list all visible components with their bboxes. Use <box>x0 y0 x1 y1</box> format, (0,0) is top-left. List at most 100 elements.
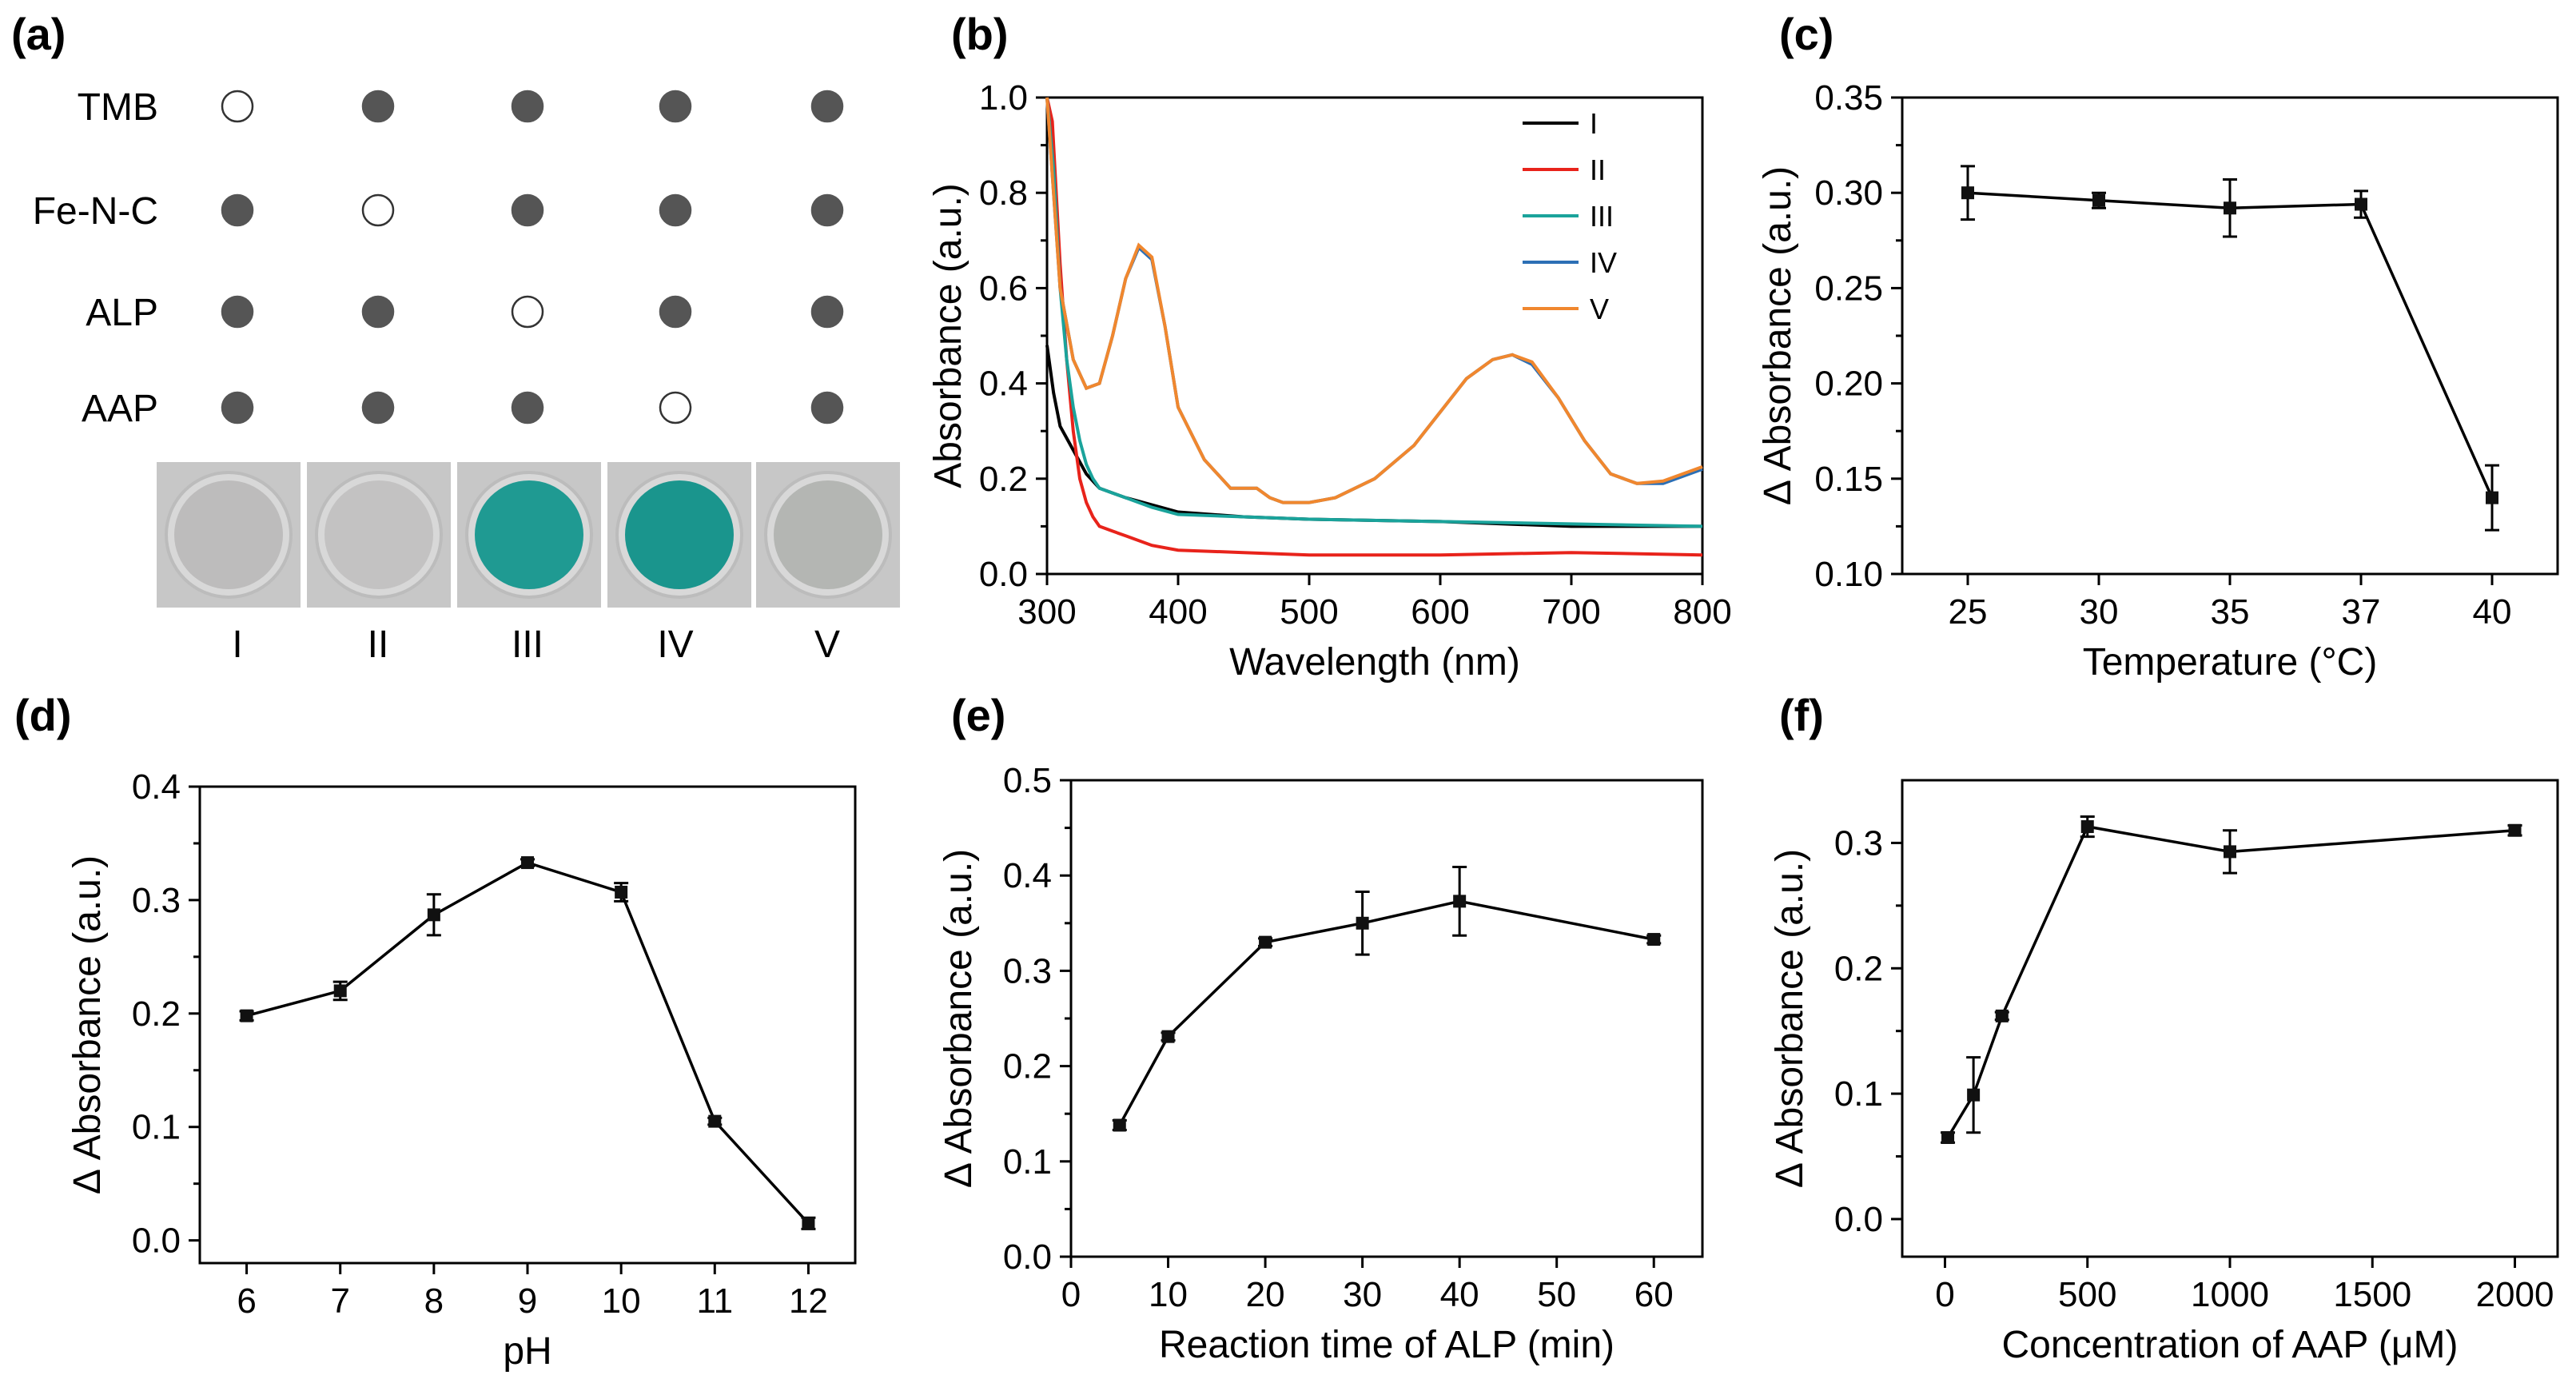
y-tick-label: 0.4 <box>1003 856 1052 895</box>
chart-c-temperature: 25 30 35 37 40 0.10 0.15 0.20 0.25 0.30 0.35 Temper… <box>1757 78 2559 684</box>
row-label-alp: ALP <box>86 292 158 334</box>
y-tick-label: 0.4 <box>979 365 1028 404</box>
reagent-dot-filled <box>221 295 254 329</box>
data-point <box>240 1009 253 1022</box>
panel-e-label: (e) <box>951 690 1005 740</box>
column-label-i: I <box>232 624 242 666</box>
reagent-dot-empty <box>659 391 692 424</box>
panel-f-label: (f) <box>1779 690 1824 740</box>
y-tick-label: 0.15 <box>1814 460 1883 499</box>
data-point <box>1356 916 1369 930</box>
x-tick-label: 37 <box>2342 592 2381 632</box>
x-tick-label: 600 <box>1411 592 1469 632</box>
x-tick-label: 35 <box>2211 592 2250 632</box>
row-label-fe-n-c: Fe-N-C <box>33 190 158 233</box>
x-tick-label: 400 <box>1149 592 1207 632</box>
y-tick-label: 0.3 <box>1003 951 1052 990</box>
y-tick-label: 0.5 <box>1003 761 1052 800</box>
x-tick-label: 10 <box>602 1281 641 1321</box>
x-tick-label: 800 <box>1673 592 1731 632</box>
y-tick-label: 0.2 <box>132 994 181 1034</box>
y-tick-label: 0.0 <box>1834 1200 1883 1239</box>
data-point <box>615 885 628 899</box>
y-tick-label: 0.0 <box>1003 1238 1052 1277</box>
x-tick-label: 2000 <box>2476 1275 2554 1314</box>
x-axis-title: Reaction time of ALP (min) <box>1159 1324 1614 1366</box>
row-label-aap: AAP <box>82 388 158 430</box>
data-point <box>2508 823 2522 837</box>
well-photos <box>157 462 900 608</box>
data-point <box>2224 845 2236 859</box>
x-axis-title: Concentration of AAP (μM) <box>2001 1324 2458 1366</box>
spectrum-line-i <box>1045 345 1702 528</box>
x-tick-label: 12 <box>789 1281 828 1321</box>
data-point <box>2355 197 2367 211</box>
y-tick-label: 0.35 <box>1814 78 1883 118</box>
x-tick-label: 30 <box>2080 592 2119 632</box>
reagent-dot-empty <box>511 295 544 329</box>
reagent-dot-filled <box>511 391 544 424</box>
reagent-dot-filled <box>810 90 844 123</box>
panel-b-label: (b) <box>951 9 1009 59</box>
chart-b-absorbance-spectra: 300 400 500 600 700 800 0.0 0.2 0.4 0.6 0.8 1.0 Wave… <box>927 78 1732 684</box>
data-point <box>802 1217 815 1230</box>
data-point <box>708 1114 722 1128</box>
data-point <box>1161 1030 1175 1043</box>
y-tick-label: 0.0 <box>132 1222 181 1261</box>
legend-label-i: I <box>1590 107 1598 140</box>
data-point <box>1941 1131 1955 1144</box>
chart-f-aap-concentration: 0 500 1000 1500 2000 0.0 0.1 0.2 0.3 Concentratio… <box>1769 779 2559 1366</box>
x-tick-label: 1500 <box>2333 1275 2411 1314</box>
y-tick-label: 0.6 <box>979 269 1028 308</box>
y-tick-label: 0.1 <box>1834 1074 1883 1114</box>
data-point <box>427 908 440 922</box>
data-point <box>2486 491 2498 504</box>
x-tick-label: 10 <box>1149 1275 1188 1314</box>
x-tick-label: 7 <box>330 1281 349 1321</box>
spectrum-line-iii <box>1045 97 1703 528</box>
legend-label-v: V <box>1590 293 1609 325</box>
y-tick-label: 0.1 <box>132 1108 181 1147</box>
y-tick-label: 0.20 <box>1814 365 1883 404</box>
well-i <box>157 462 301 608</box>
data-point <box>333 984 347 998</box>
well-solution <box>475 480 583 589</box>
y-axis-title: Δ Absorbance (a.u.) <box>66 855 109 1194</box>
y-tick-label: 0.0 <box>979 555 1028 594</box>
y-tick-label: 0.2 <box>979 460 1028 499</box>
legend-label-iv: IV <box>1590 246 1617 279</box>
y-tick-label: 0.3 <box>132 881 181 920</box>
x-tick-label: 8 <box>424 1281 444 1321</box>
well-solution <box>625 480 734 589</box>
x-tick-label: 0 <box>1935 1275 1954 1314</box>
x-tick-label: 1000 <box>2191 1275 2269 1314</box>
x-tick-label: 60 <box>1634 1275 1674 1314</box>
x-axis-title: Temperature (°C) <box>2083 641 2378 684</box>
data-line <box>1967 191 2494 499</box>
data-point <box>521 856 534 870</box>
data-point <box>2224 201 2236 215</box>
y-tick-label: 0.2 <box>1834 949 1883 988</box>
x-axis-title: pH <box>503 1330 551 1373</box>
reagent-dot-filled <box>361 90 395 123</box>
data-line <box>246 861 810 1225</box>
well-iii <box>457 462 601 608</box>
reagent-dot-empty <box>221 90 254 123</box>
well-solution <box>324 480 433 589</box>
x-tick-label: 40 <box>2473 592 2512 632</box>
data-point <box>1961 186 1974 200</box>
panel-d-label: (d) <box>14 690 72 740</box>
panel-c-label: (c) <box>1779 9 1833 59</box>
chart-e-reaction-time: 0 10 20 30 40 50 60 0.0 0.1 0.2 0.3 0.4 0.5 Reaction … <box>938 761 1704 1366</box>
data-point <box>1967 1088 1981 1102</box>
y-axis-title: Δ Absorbance (a.u.) <box>1757 166 1799 505</box>
x-tick-label: 50 <box>1537 1275 1576 1314</box>
well-solution <box>774 480 882 589</box>
y-tick-label: 0.10 <box>1814 555 1883 594</box>
data-point <box>1259 935 1272 949</box>
legend-label-ii: II <box>1590 153 1606 186</box>
legend-label-iii: III <box>1590 200 1614 233</box>
y-tick-label: 1.0 <box>979 78 1028 118</box>
